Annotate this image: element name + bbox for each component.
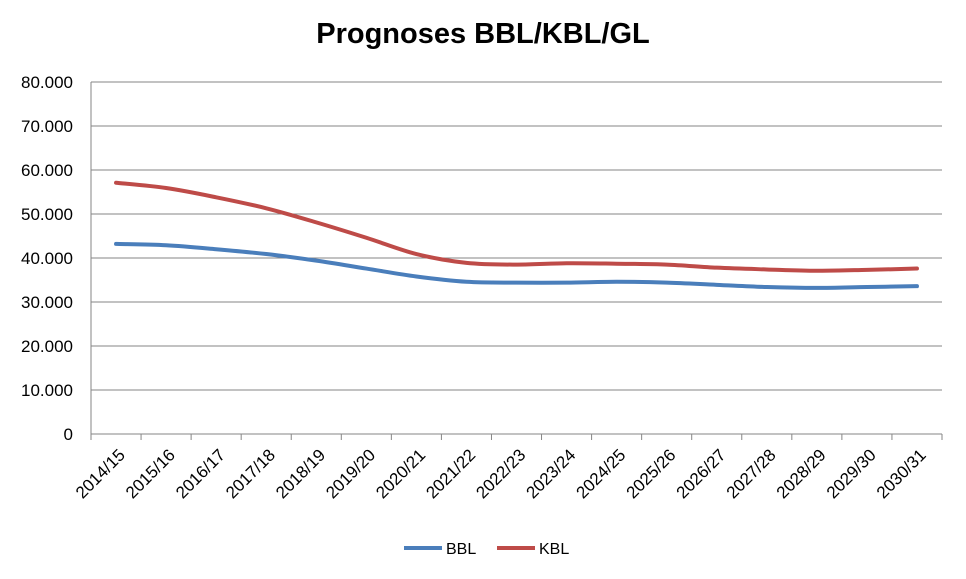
x-tick-label: 2028/29 bbox=[773, 445, 830, 502]
chart-title: Prognoses BBL/KBL/GL bbox=[316, 18, 650, 50]
x-tick-label: 2025/26 bbox=[623, 445, 680, 502]
x-tick-label: 2020/21 bbox=[372, 445, 429, 502]
y-tick-label: 60.000 bbox=[21, 161, 73, 180]
x-tick-label: 2021/22 bbox=[422, 445, 479, 502]
y-tick-label: 20.000 bbox=[21, 337, 73, 356]
y-tick-label: 30.000 bbox=[21, 293, 73, 312]
y-tick-label: 40.000 bbox=[21, 249, 73, 268]
x-tick-label: 2016/17 bbox=[172, 445, 229, 502]
x-tick-label: 2017/18 bbox=[222, 445, 279, 502]
x-tick-label: 2026/27 bbox=[673, 445, 730, 502]
y-tick-label: 0 bbox=[64, 425, 73, 444]
x-tick-label: 2018/19 bbox=[272, 445, 329, 502]
x-tick-label: 2022/23 bbox=[472, 445, 529, 502]
x-tick-label: 2023/24 bbox=[522, 445, 579, 502]
legend-label-kbl: KBL bbox=[539, 541, 569, 558]
x-tick-label: 2024/25 bbox=[573, 445, 630, 502]
y-tick-label: 80.000 bbox=[21, 73, 73, 92]
legend-label-bbl: BBL bbox=[446, 541, 476, 558]
y-tick-label: 70.000 bbox=[21, 117, 73, 136]
y-tick-label: 50.000 bbox=[21, 205, 73, 224]
x-tick-label: 2029/30 bbox=[823, 445, 880, 502]
y-tick-label: 10.000 bbox=[21, 381, 73, 400]
x-tick-label: 2027/28 bbox=[723, 445, 780, 502]
x-tick-label: 2014/15 bbox=[72, 445, 129, 502]
x-tick-label: 2019/20 bbox=[322, 445, 379, 502]
x-tick-label: 2030/31 bbox=[873, 445, 930, 502]
x-tick-label: 2015/16 bbox=[122, 445, 179, 502]
